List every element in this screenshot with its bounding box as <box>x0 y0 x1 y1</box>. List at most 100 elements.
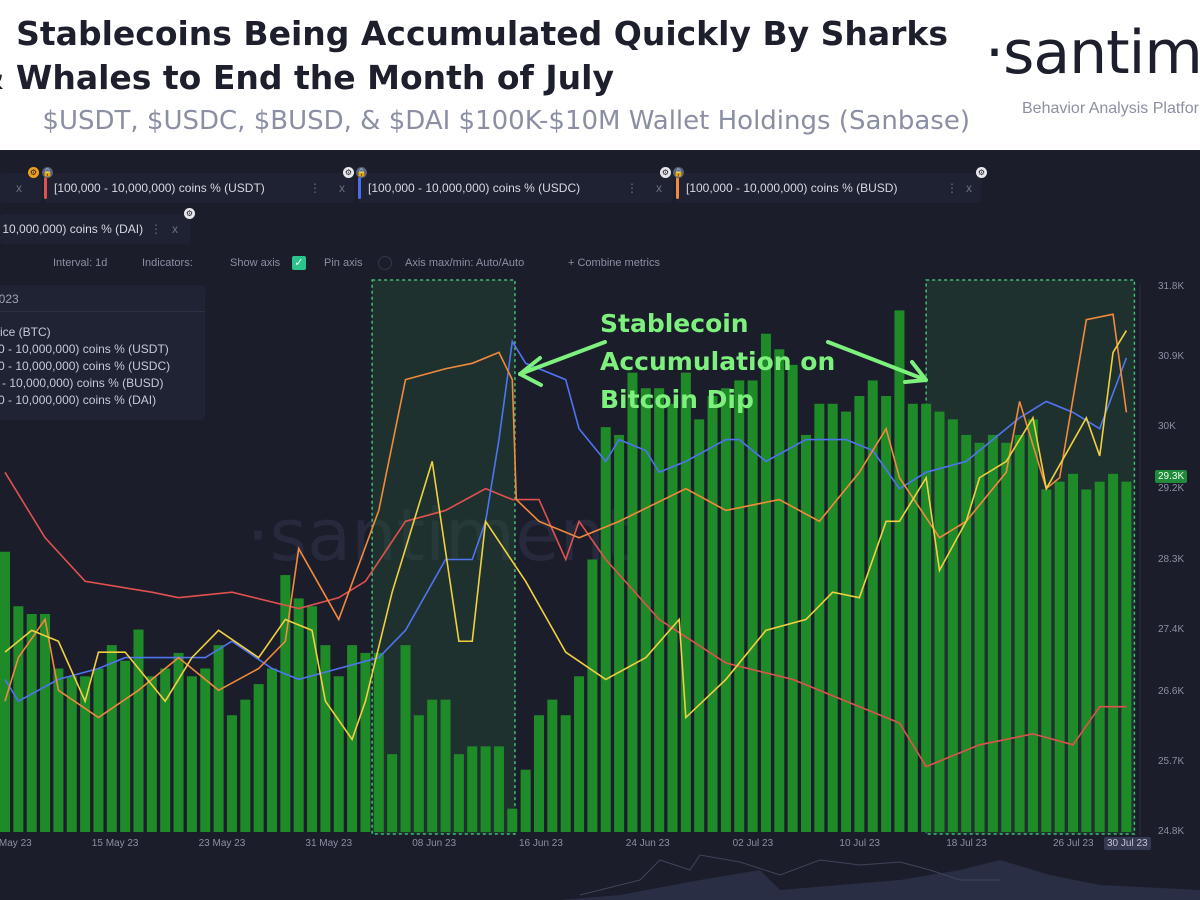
interval-selector[interactable]: Interval: 1d <box>53 257 108 269</box>
legend-date: 2023 <box>0 292 19 306</box>
navigator-area[interactable] <box>560 860 1200 900</box>
pin-axis-toggle[interactable] <box>378 256 392 270</box>
price-bar <box>974 442 985 832</box>
price-bar <box>480 746 491 832</box>
price-bar <box>1094 481 1105 832</box>
price-bar <box>667 403 678 832</box>
chip-menu-button[interactable]: ⋮ <box>150 222 162 236</box>
y-tick-label: 30.9K <box>1158 351 1185 363</box>
price-bar <box>493 746 504 832</box>
indicators-menu[interactable]: Indicators: <box>142 257 193 269</box>
price-bar <box>307 606 318 832</box>
settings-icon[interactable]: ⚙ <box>28 167 39 178</box>
lock-icon[interactable]: 🔒 <box>673 167 684 178</box>
x-tick-label: 15 May 23 <box>91 838 139 849</box>
price-bar <box>640 388 651 832</box>
legend-item-dai: [100,000 - 10,000,000) coins % (DAI) <box>0 393 157 407</box>
pin-axis-label: Pin axis <box>324 257 363 269</box>
metric-chip-busd[interactable]: [100,000 - 10,000,000) coins % (BUSD) ⋮ … <box>676 173 981 203</box>
chip-close-button[interactable]: x <box>172 222 178 236</box>
price-bar <box>333 676 344 832</box>
price-bar <box>921 403 932 832</box>
price-bar <box>1108 473 1119 832</box>
settings-icon[interactable]: ⚙ <box>343 167 354 178</box>
price-bar <box>841 411 852 832</box>
axis-maxmin-selector[interactable]: Axis max/min: Auto/Auto <box>405 257 525 269</box>
price-bar <box>827 403 838 832</box>
header: Stablecoins Being Accumulated Quickly By… <box>0 0 1200 150</box>
chip-close-button[interactable]: x <box>966 181 972 195</box>
lock-icon[interactable]: 🔒 <box>42 167 53 178</box>
annotation-line: Accumulation on <box>600 347 836 376</box>
lock-icon[interactable]: 🔒 <box>356 167 367 178</box>
santiment-logo: ·santiment <box>985 18 1200 88</box>
price-bar <box>814 403 825 832</box>
price-bar <box>947 419 958 832</box>
price-bar <box>747 380 758 832</box>
x-tick-label: 02 Jul 23 <box>732 838 774 849</box>
chip-label: [100,000 - 10,000,000) coins % (DAI) <box>0 222 144 236</box>
price-bar <box>320 645 331 832</box>
metric-chip-dai[interactable]: [100,000 - 10,000,000) coins % (DAI) ⋮ x <box>0 214 190 244</box>
price-bar <box>1014 434 1025 832</box>
y-tick-label: 31.8K <box>1158 281 1185 292</box>
y-tick-label: 25.7K <box>1158 755 1185 767</box>
x-tick-label: 08 Jun 23 <box>412 838 457 849</box>
x-tick-label: 31 May 23 <box>305 838 353 849</box>
price-bar <box>106 645 117 832</box>
price-bar <box>1068 473 1078 832</box>
price-bar <box>961 434 972 832</box>
price-bar <box>760 333 771 832</box>
subtitle: $USDT, $USDC, $BUSD, & $DAI $100K-$10M W… <box>42 106 970 136</box>
chip-menu-button[interactable]: ⋮ <box>626 181 638 195</box>
chart-legend-tooltip: 2023 Price (BTC) [100,000 - 10,000,000) … <box>0 285 205 420</box>
price-bar <box>1041 489 1052 832</box>
price-bar <box>627 372 638 832</box>
annotation-line: Stablecoin <box>600 309 749 338</box>
settings-icon[interactable]: ⚙ <box>976 167 987 178</box>
price-bar <box>467 746 478 832</box>
price-bar <box>774 349 785 832</box>
series-line <box>4 471 1127 768</box>
price-bar <box>373 652 384 832</box>
chip-menu-button[interactable]: ⋮ <box>309 181 321 195</box>
chip-close-button[interactable]: x <box>16 181 22 195</box>
price-bar <box>400 645 411 832</box>
title-line-1: Stablecoins Being Accumulated Quickly By… <box>16 14 948 53</box>
price-bar <box>734 380 745 832</box>
chip-close-button[interactable]: x <box>656 181 662 195</box>
legend-item-btc: Price (BTC) <box>0 325 51 339</box>
chip-label: [100,000 - 10,000,000) coins % (BUSD) <box>686 181 898 195</box>
combine-metrics-button[interactable]: + Combine metrics <box>568 257 661 269</box>
navigator-line <box>579 854 1000 896</box>
metric-chip-partial[interactable]: x <box>0 173 42 203</box>
price-bar <box>133 629 144 832</box>
price-bar <box>881 396 892 832</box>
metric-chip-usdc[interactable]: [100,000 - 10,000,000) coins % (USDC) ⋮ … <box>358 173 673 203</box>
chip-close-button[interactable]: x <box>339 181 345 195</box>
price-bar <box>293 598 304 832</box>
price-bar <box>93 668 104 832</box>
price-bar <box>574 676 585 832</box>
title-line-2: & Whales to End the Month of July <box>0 58 614 97</box>
price-bar <box>360 652 371 832</box>
legend-item-busd: [100,000 - 10,000,000) coins % (BUSD) <box>0 376 164 390</box>
current-date-badge: 30 Jul 23 <box>1104 837 1151 850</box>
chip-menu-button[interactable]: ⋮ <box>946 181 958 195</box>
price-bar <box>53 668 64 832</box>
show-axis-checkbox[interactable]: ✓ <box>292 256 306 270</box>
price-bar <box>173 652 184 832</box>
price-bar <box>680 372 691 832</box>
price-bar <box>440 699 451 832</box>
price-bar <box>427 699 438 832</box>
x-tick-label: 16 Jun 23 <box>519 838 563 849</box>
price-bar <box>120 660 131 832</box>
price-bar <box>66 676 77 832</box>
price-bar <box>534 715 544 832</box>
settings-icon[interactable]: ⚙ <box>184 208 195 219</box>
price-bar <box>80 676 91 832</box>
settings-icon[interactable]: ⚙ <box>660 167 671 178</box>
metric-chip-usdt[interactable]: [100,000 - 10,000,000) coins % (USDT) ⋮ … <box>44 173 354 203</box>
price-bar <box>0 551 10 832</box>
